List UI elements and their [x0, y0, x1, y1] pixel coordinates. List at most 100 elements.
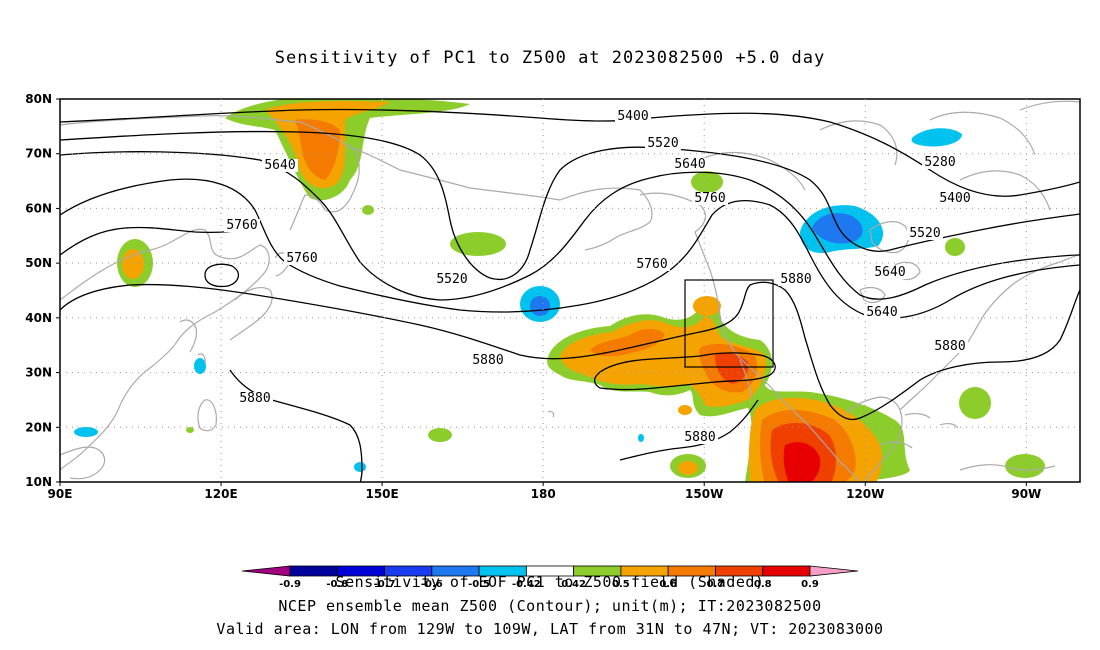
colorbar-label: -0.8	[326, 579, 348, 590]
contour-label-bg	[434, 273, 470, 286]
colorbar-end-right	[809, 565, 859, 577]
map-plot-area	[60, 99, 1080, 482]
coastline	[959, 464, 1056, 471]
shade-region	[194, 358, 206, 374]
colorbar-label: 0.6	[659, 579, 677, 590]
contour-label: 5280	[924, 155, 955, 170]
coastline	[559, 187, 653, 251]
contour-5880	[60, 281, 1080, 421]
colorbar-label: 0.7	[707, 579, 725, 590]
coastline	[179, 319, 198, 353]
lat-labels: 80N 70N 60N 50N 40N 30N 20N 10N	[25, 92, 52, 489]
coastline	[879, 441, 913, 449]
contour-label-bg	[907, 227, 943, 240]
shade-region	[783, 442, 821, 482]
contour-label-bg	[262, 159, 298, 172]
lat-label: 70N	[25, 147, 52, 161]
contour-5760-inner	[204, 263, 239, 288]
shade-region	[74, 427, 98, 437]
lon-label: 90E	[48, 487, 73, 501]
lat-label: 60N	[25, 201, 52, 215]
shade-region	[1005, 454, 1045, 478]
colorbar-label: -0.42	[512, 579, 541, 590]
coastline	[939, 422, 959, 429]
coastline	[859, 286, 886, 304]
contour-label-bg	[682, 431, 718, 444]
coastline	[694, 231, 861, 482]
coastline	[60, 446, 106, 480]
shade-region	[638, 434, 644, 442]
colorbar-label: -0.6	[421, 579, 443, 590]
contour-label: 5520	[909, 226, 940, 241]
coastline	[344, 144, 561, 201]
caption-line-1: Sensitivity of EOF PC1 to Z500 field (Sh…	[335, 573, 765, 591]
z500-contours	[60, 108, 1080, 482]
contour-label-bg	[872, 266, 908, 279]
contour-label: 5760	[694, 191, 725, 206]
lat-lon-grid	[60, 99, 1080, 482]
lon-label: 180	[531, 487, 556, 501]
lat-label: 30N	[25, 366, 52, 380]
coastline	[869, 221, 910, 254]
contour-label: 5880	[684, 430, 715, 445]
contour-label-bg	[672, 158, 708, 171]
caption-line-2: NCEP ensemble mean Z500 (Contour); unit(…	[278, 597, 822, 615]
colorbar: -0.9 -0.8 -0.7 -0.6 -0.5 -0.42 0.42 0.5 0.6 0.7 0.…	[241, 565, 859, 590]
contour-label: 5520	[647, 136, 678, 151]
valid-area-box	[684, 279, 774, 368]
contour-label-bg	[692, 192, 728, 205]
lon-labels: 90E120E150E180150W120W90W60W	[48, 487, 1042, 501]
contour-5760	[60, 178, 1080, 319]
contour-label-bg	[932, 340, 968, 353]
coastlines	[60, 100, 1080, 482]
contour-label-bg	[634, 258, 670, 271]
coastline	[197, 353, 206, 365]
shade-region	[186, 427, 194, 433]
colorbar-label: -0.5	[468, 579, 490, 590]
shade-region	[678, 405, 692, 415]
coastline	[60, 228, 270, 471]
colorbar-label: 0.5	[612, 579, 630, 590]
coastline	[547, 410, 555, 418]
contour-5640	[60, 151, 1080, 301]
shade-region	[450, 232, 506, 256]
contour-labels: 5400 5520 5640 5760 5880 5280 5760 5640 5520 5400…	[224, 109, 973, 445]
coastline	[899, 253, 1080, 411]
lat-label: 80N	[25, 92, 52, 106]
contour-label: 5640	[674, 157, 705, 172]
coastline	[819, 120, 898, 166]
contour-label-bg	[778, 273, 814, 286]
map-frame	[59, 98, 1081, 483]
contour-label-bg	[645, 137, 681, 150]
coastline	[229, 287, 273, 341]
coastline	[60, 115, 360, 231]
contour-label-bg	[224, 219, 260, 232]
shade-region	[530, 296, 550, 316]
contour-label-bg	[470, 354, 506, 367]
contour-5880-inner	[594, 352, 776, 391]
contour-label: 5400	[617, 109, 648, 124]
shade-region	[812, 213, 863, 244]
shade-region	[691, 171, 723, 193]
contour-label-bg	[615, 110, 651, 123]
shade-region	[693, 296, 721, 316]
coastline	[197, 399, 217, 432]
colorbar-label: 0.9	[801, 579, 819, 590]
coastline	[959, 170, 1051, 211]
contour-label: 5640	[866, 305, 897, 320]
lon-label: 150W	[685, 487, 723, 501]
lon-label: 90W	[1011, 487, 1041, 501]
shade-region	[678, 461, 698, 475]
map-title: Sensitivity of PC1 to Z500 at 2023082500…	[274, 48, 826, 68]
shade-region	[362, 205, 374, 215]
shade-region	[122, 249, 144, 279]
axis-ticks	[56, 98, 1027, 486]
contour-label: 5880	[239, 391, 270, 406]
contour-label-bg	[237, 392, 273, 405]
lat-label: 50N	[25, 256, 52, 270]
coastline	[1019, 100, 1080, 111]
caption-line-3: Valid area: LON from 129W to 109W, LAT f…	[216, 620, 884, 638]
coastline	[739, 359, 753, 399]
colorbar-label: -0.9	[279, 579, 301, 590]
